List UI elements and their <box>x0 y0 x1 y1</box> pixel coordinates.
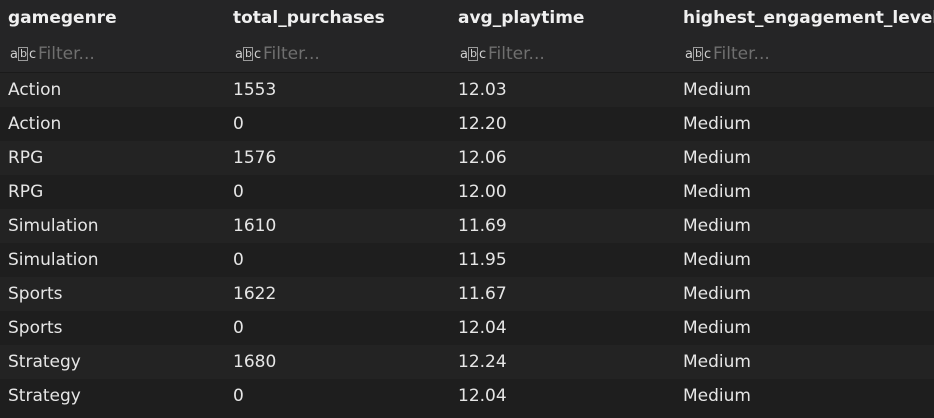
cell-avg-playtime[interactable]: 11.69 <box>458 216 507 236</box>
cell-gamegenre[interactable]: Sports <box>8 318 63 338</box>
table-row[interactable]: Sports 0 12.04 Medium <box>0 311 934 345</box>
cell-highest-engagement-level[interactable]: Medium <box>683 216 751 236</box>
cell-gamegenre[interactable]: Strategy <box>8 386 81 406</box>
filter-input-avg-playtime[interactable] <box>488 44 658 64</box>
cell-gamegenre[interactable]: RPG <box>8 182 44 202</box>
cell-total-purchases[interactable]: 0 <box>233 114 244 134</box>
cell-highest-engagement-level[interactable]: Medium <box>683 250 751 270</box>
cell-gamegenre[interactable]: Strategy <box>8 352 81 372</box>
cell-total-purchases[interactable]: 0 <box>233 318 244 338</box>
cell-total-purchases[interactable]: 1680 <box>233 352 277 372</box>
cell-highest-engagement-level[interactable]: Medium <box>683 80 751 100</box>
cell-highest-engagement-level[interactable]: Medium <box>683 352 751 372</box>
cell-total-purchases[interactable]: 1610 <box>233 216 277 236</box>
cell-gamegenre[interactable]: Action <box>8 80 62 100</box>
cell-total-purchases[interactable]: 1576 <box>233 148 277 168</box>
table-row[interactable]: Strategy 1680 12.24 Medium <box>0 345 934 379</box>
column-header-total-purchases[interactable]: total_purchases <box>233 8 385 28</box>
cell-highest-engagement-level[interactable]: Medium <box>683 386 751 406</box>
cell-gamegenre[interactable]: RPG <box>8 148 44 168</box>
table-row[interactable]: Action 0 12.20 Medium <box>0 107 934 141</box>
cell-avg-playtime[interactable]: 12.24 <box>458 352 507 372</box>
cell-avg-playtime[interactable]: 11.95 <box>458 250 507 270</box>
cell-total-purchases[interactable]: 1553 <box>233 80 277 100</box>
cell-total-purchases[interactable]: 0 <box>233 386 244 406</box>
column-header-highest-engagement-level[interactable]: highest_engagement_level <box>683 8 934 28</box>
cell-avg-playtime[interactable]: 12.04 <box>458 318 507 338</box>
header-row: gamegenre total_purchases avg_playtime h… <box>0 0 934 36</box>
table-row[interactable]: Action 1553 12.03 Medium <box>0 73 934 107</box>
cell-highest-engagement-level[interactable]: Medium <box>683 182 751 202</box>
table-row[interactable]: Simulation 1610 11.69 Medium <box>0 209 934 243</box>
column-header-avg-playtime[interactable]: avg_playtime <box>458 8 585 28</box>
filter-input-total-purchases[interactable] <box>263 44 433 64</box>
filter-input-gamegenre[interactable] <box>38 44 208 64</box>
table-row[interactable]: Strategy 0 12.04 Medium <box>0 379 934 413</box>
cell-gamegenre[interactable]: Sports <box>8 284 63 304</box>
table-row[interactable]: Sports 1622 11.67 Medium <box>0 277 934 311</box>
cell-total-purchases[interactable]: 0 <box>233 182 244 202</box>
cell-avg-playtime[interactable]: 11.67 <box>458 284 507 304</box>
cell-avg-playtime[interactable]: 12.00 <box>458 182 507 202</box>
table-row[interactable]: Simulation 0 11.95 Medium <box>0 243 934 277</box>
cell-highest-engagement-level[interactable]: Medium <box>683 114 751 134</box>
cell-highest-engagement-level[interactable]: Medium <box>683 284 751 304</box>
cell-gamegenre[interactable]: Simulation <box>8 250 99 270</box>
table-row[interactable]: RPG 1576 12.06 Medium <box>0 141 934 175</box>
table-body: Action 1553 12.03 Medium Action 0 12.20 … <box>0 73 934 413</box>
cell-avg-playtime[interactable]: 12.04 <box>458 386 507 406</box>
cell-highest-engagement-level[interactable]: Medium <box>683 318 751 338</box>
cell-total-purchases[interactable]: 0 <box>233 250 244 270</box>
cell-gamegenre[interactable]: Simulation <box>8 216 99 236</box>
filter-row: abc abc abc abc <box>0 36 934 73</box>
filter-input-highest-engagement-level[interactable] <box>713 44 883 64</box>
cell-avg-playtime[interactable]: 12.20 <box>458 114 507 134</box>
cell-total-purchases[interactable]: 1622 <box>233 284 277 304</box>
table-row[interactable]: RPG 0 12.00 Medium <box>0 175 934 209</box>
cell-highest-engagement-level[interactable]: Medium <box>683 148 751 168</box>
cell-avg-playtime[interactable]: 12.03 <box>458 80 507 100</box>
column-header-gamegenre[interactable]: gamegenre <box>8 8 117 28</box>
cell-gamegenre[interactable]: Action <box>8 114 62 134</box>
cell-avg-playtime[interactable]: 12.06 <box>458 148 507 168</box>
